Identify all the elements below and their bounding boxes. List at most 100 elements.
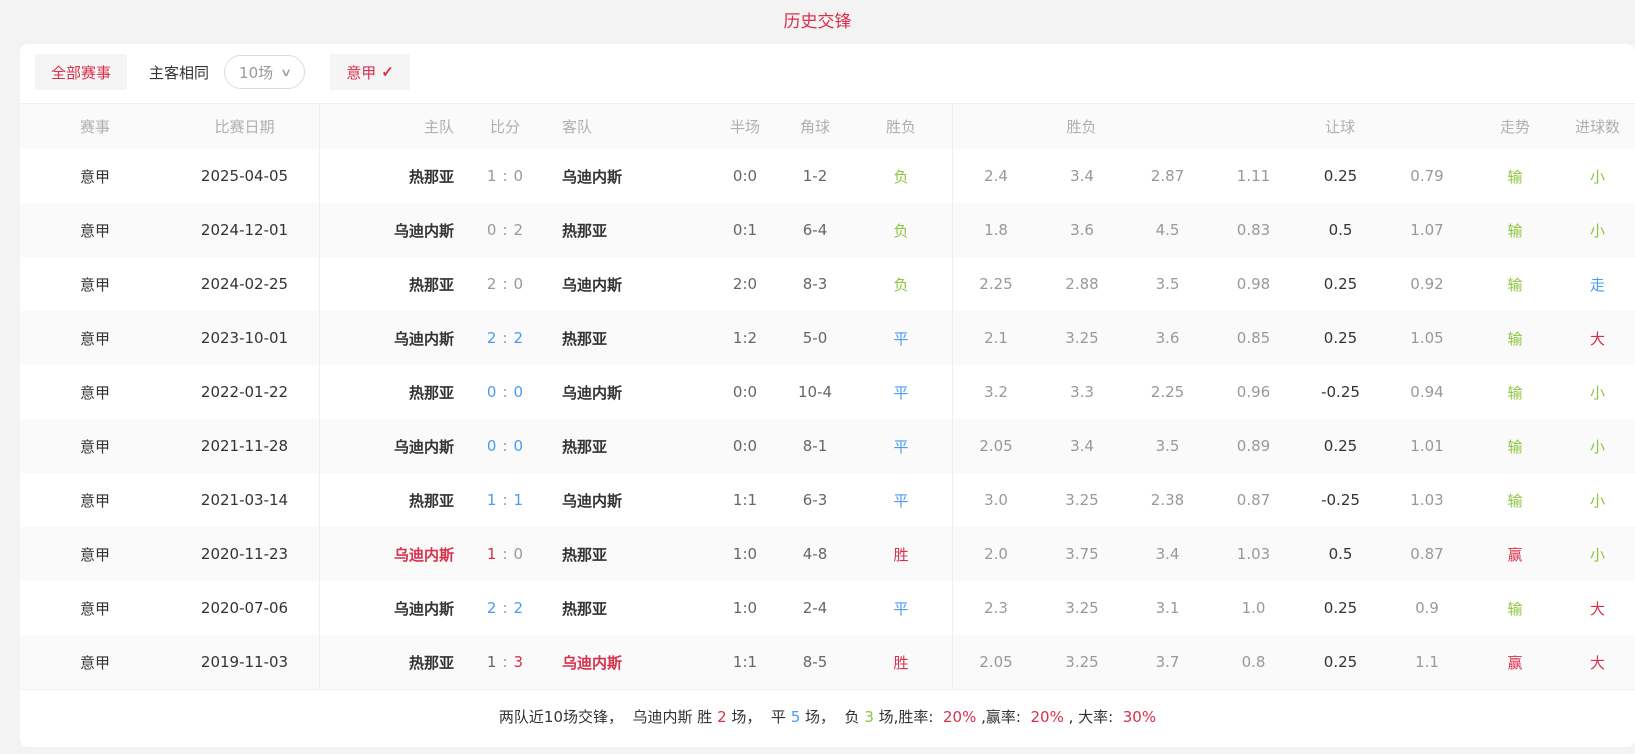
corner-score: 5-0 bbox=[802, 329, 828, 347]
table-row[interactable]: 意甲 2025-04-05 热那亚 1 : 0 乌迪内斯 0:0 1-2 负 2… bbox=[20, 149, 1635, 203]
odds-draw: 3.25 bbox=[1065, 329, 1099, 347]
half-time-score: 1:1 bbox=[732, 491, 758, 509]
half-time-score: 1:2 bbox=[732, 329, 758, 347]
table-row[interactable]: 意甲 2021-03-14 热那亚 1 : 1 乌迪内斯 1:1 6-3 平 3… bbox=[20, 473, 1635, 527]
home-score: 0 bbox=[486, 383, 497, 401]
table-row[interactable]: 意甲 2023-10-01 乌迪内斯 2 : 2 热那亚 1:2 5-0 平 2… bbox=[20, 311, 1635, 365]
home-score: 1 bbox=[486, 167, 497, 185]
odds-home: 2.3 bbox=[984, 599, 1008, 617]
summary-segment: 场， 负 bbox=[800, 708, 865, 726]
home-score: 2 bbox=[486, 275, 497, 293]
table-row[interactable]: 意甲 2019-11-03 热那亚 1 : 3 乌迪内斯 1:1 8-5 胜 2… bbox=[20, 635, 1635, 689]
result-badge: 平 bbox=[850, 581, 953, 635]
table-row[interactable]: 意甲 2022-01-22 热那亚 0 : 0 乌迪内斯 0:0 10-4 平 … bbox=[20, 365, 1635, 419]
home-team: 热那亚 bbox=[408, 383, 454, 402]
away-team: 热那亚 bbox=[562, 545, 608, 564]
away-team: 热那亚 bbox=[562, 329, 608, 348]
odds-home: 3.2 bbox=[984, 383, 1008, 401]
handicap-home-water: 0.83 bbox=[1236, 221, 1271, 239]
odds-home: 2.0 bbox=[984, 545, 1008, 563]
handicap-line: 0.25 bbox=[1323, 329, 1358, 347]
score-cell: 0 : 0 bbox=[460, 365, 550, 419]
all-events-button[interactable]: 全部赛事 bbox=[35, 54, 128, 90]
away-score: 0 bbox=[513, 437, 524, 455]
home-team: 乌迪内斯 bbox=[393, 329, 454, 348]
trend-badge: 输 bbox=[1507, 383, 1523, 402]
handicap-line: 0.25 bbox=[1323, 653, 1358, 671]
date-cell: 2021-11-28 bbox=[170, 419, 320, 473]
handicap-away-water: 0.94 bbox=[1410, 383, 1444, 401]
goals-total-badge: 小 bbox=[1589, 221, 1605, 240]
handicap-home-water: 1.03 bbox=[1236, 545, 1271, 563]
home-team: 乌迪内斯 bbox=[393, 545, 454, 564]
home-team: 乌迪内斯 bbox=[393, 221, 454, 240]
half-time-score: 1:0 bbox=[732, 545, 758, 563]
league-cell: 意甲 bbox=[79, 167, 110, 186]
header-result: 胜负 bbox=[850, 104, 953, 149]
table-row[interactable]: 意甲 2021-11-28 乌迪内斯 0 : 0 热那亚 0:0 8-1 平 2… bbox=[20, 419, 1635, 473]
home-score: 2 bbox=[486, 329, 497, 347]
date-cell: 2023-10-01 bbox=[170, 311, 320, 365]
score-cell: 2 : 0 bbox=[460, 257, 550, 311]
away-team: 乌迪内斯 bbox=[562, 653, 623, 672]
handicap-away-water: 0.92 bbox=[1410, 275, 1444, 293]
odds-draw: 3.25 bbox=[1065, 599, 1099, 617]
odds-home: 3.0 bbox=[984, 491, 1008, 509]
away-score: 0 bbox=[513, 545, 524, 563]
result-badge: 负 bbox=[850, 149, 953, 203]
date-cell: 2021-03-14 bbox=[170, 473, 320, 527]
odds-draw: 3.75 bbox=[1065, 545, 1099, 563]
handicap-line: 0.5 bbox=[1328, 545, 1353, 563]
trend-badge: 输 bbox=[1507, 599, 1523, 618]
match-count-select[interactable]: 10场 ∨ bbox=[224, 55, 306, 89]
header-goals: 进球数 bbox=[1574, 118, 1620, 136]
home-away-same-label: 主客相同 bbox=[149, 63, 210, 82]
handicap-home-water: 0.87 bbox=[1236, 491, 1271, 509]
check-icon: ✓ bbox=[381, 64, 394, 81]
half-time-score: 2:0 bbox=[732, 275, 758, 293]
result-badge: 胜 bbox=[850, 527, 953, 581]
odds-away: 3.4 bbox=[1155, 545, 1180, 563]
table-row[interactable]: 意甲 2020-07-06 乌迪内斯 2 : 2 热那亚 1:0 2-4 平 2… bbox=[20, 581, 1635, 635]
odds-home: 2.25 bbox=[979, 275, 1013, 293]
score-cell: 1 : 1 bbox=[460, 473, 550, 527]
trend-badge: 输 bbox=[1507, 329, 1523, 348]
goals-total-badge: 小 bbox=[1589, 491, 1605, 510]
league-cell: 意甲 bbox=[79, 383, 110, 402]
table-row[interactable]: 意甲 2020-11-23 乌迪内斯 1 : 0 热那亚 1:0 4-8 胜 2… bbox=[20, 527, 1635, 581]
corner-score: 8-1 bbox=[802, 437, 828, 455]
score-cell: 2 : 2 bbox=[460, 581, 550, 635]
match-count-value: 10场 bbox=[239, 63, 274, 82]
half-time-score: 0:0 bbox=[732, 383, 758, 401]
summary-segment: 20% bbox=[1030, 707, 1064, 726]
odds-home: 1.8 bbox=[984, 221, 1008, 239]
summary-segment: 30% bbox=[1122, 707, 1157, 726]
half-time-score: 1:1 bbox=[732, 653, 758, 671]
odds-home: 2.05 bbox=[979, 653, 1013, 671]
summary-bar: 两队近10场交锋， 乌迪内斯 胜 2 场， 平 5 场， 负 3 场,胜率: 2… bbox=[20, 689, 1635, 743]
odds-away: 3.1 bbox=[1155, 599, 1180, 617]
table-row[interactable]: 意甲 2024-12-01 乌迪内斯 0 : 2 热那亚 0:1 6-4 负 1… bbox=[20, 203, 1635, 257]
table-row[interactable]: 意甲 2024-02-25 热那亚 2 : 0 乌迪内斯 2:0 8-3 负 2… bbox=[20, 257, 1635, 311]
date-cell: 2022-01-22 bbox=[170, 365, 320, 419]
odds-away: 3.6 bbox=[1155, 329, 1180, 347]
odds-away: 4.5 bbox=[1155, 221, 1180, 239]
score-cell: 0 : 0 bbox=[460, 419, 550, 473]
odds-draw: 3.6 bbox=[1070, 221, 1094, 239]
handicap-line: 0.25 bbox=[1323, 275, 1358, 293]
summary-segment: 场,胜率: bbox=[873, 708, 944, 726]
handicap-away-water: 0.79 bbox=[1410, 167, 1444, 185]
h2h-table: 赛事 比赛日期 主队 比分 客队 半场 角球 胜负 胜负 让球 走势 进球数 意… bbox=[20, 103, 1635, 689]
date-cell: 2019-11-03 bbox=[170, 635, 320, 689]
league-filter-button[interactable]: 意甲 ✓ bbox=[330, 54, 410, 90]
away-team: 热那亚 bbox=[562, 437, 608, 456]
odds-draw: 3.3 bbox=[1070, 383, 1094, 401]
away-team: 热那亚 bbox=[562, 221, 608, 240]
home-team: 热那亚 bbox=[408, 167, 454, 186]
handicap-away-water: 1.1 bbox=[1415, 653, 1439, 671]
goals-total-badge: 小 bbox=[1589, 383, 1605, 402]
away-score: 3 bbox=[513, 653, 524, 671]
handicap-away-water: 0.87 bbox=[1410, 545, 1444, 563]
handicap-home-water: 0.85 bbox=[1236, 329, 1271, 347]
score-separator: : bbox=[502, 167, 508, 185]
